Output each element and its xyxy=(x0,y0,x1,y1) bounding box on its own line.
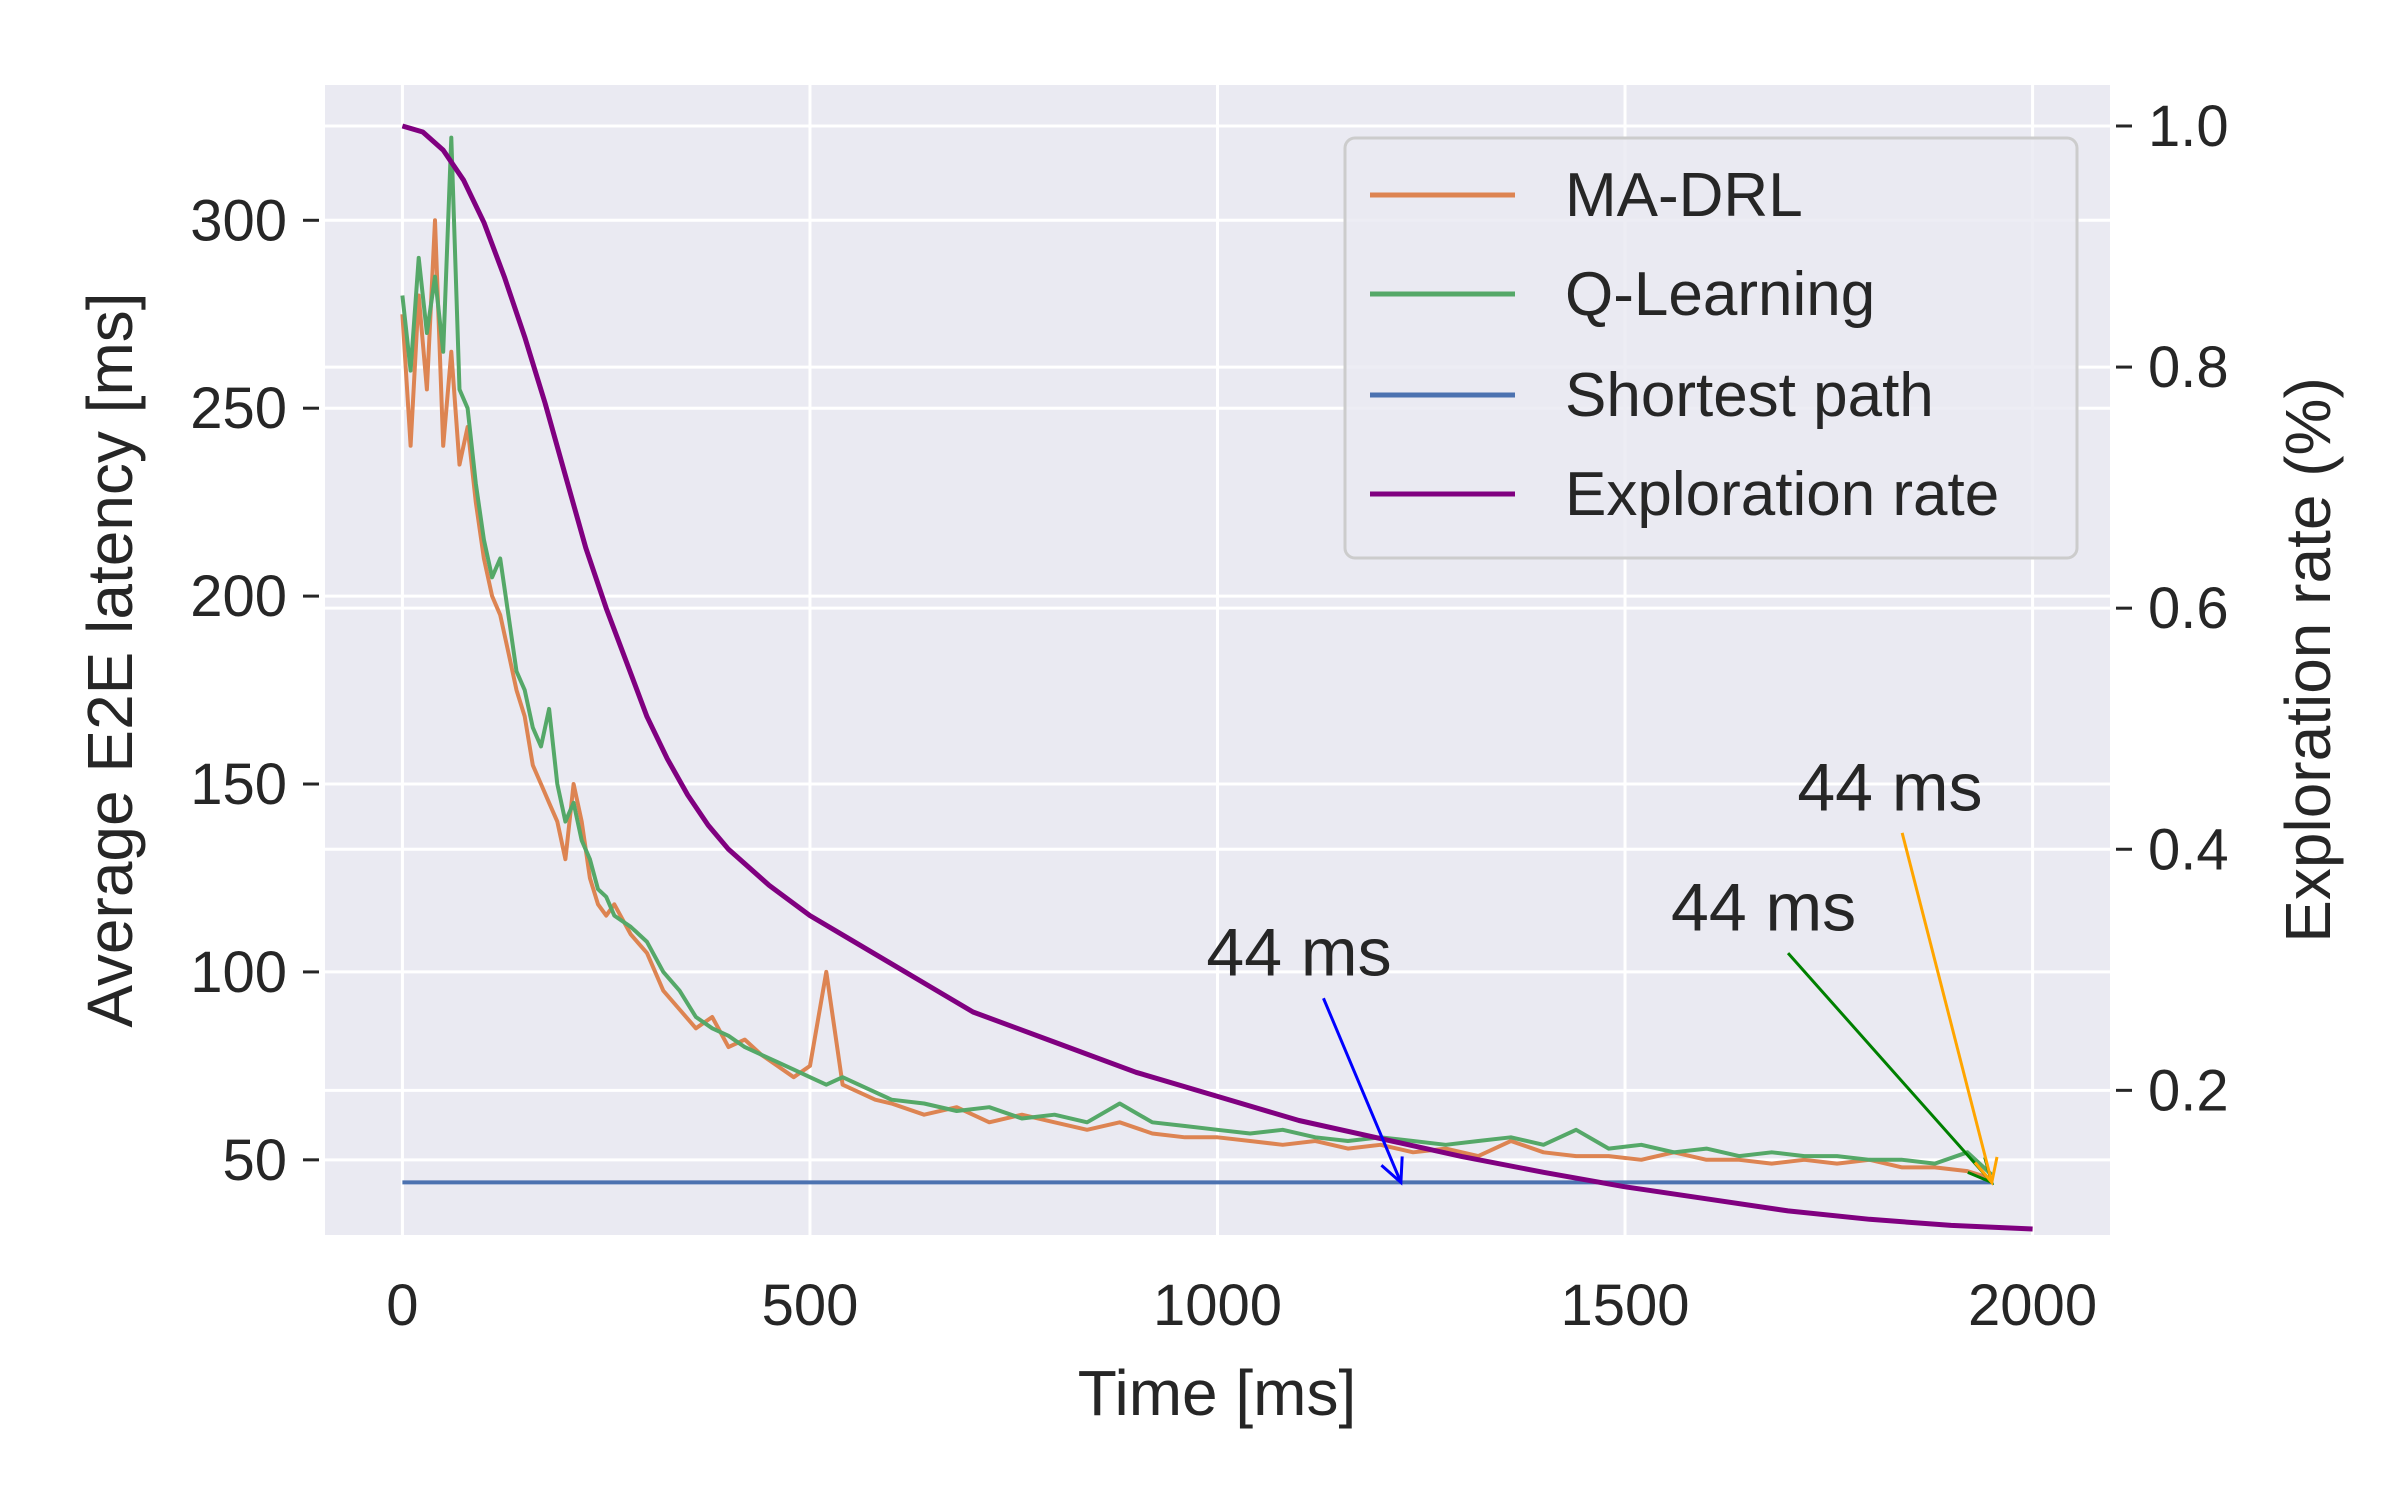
y-tick-label: 50 xyxy=(222,1128,287,1193)
series-group xyxy=(400,123,2033,1232)
y2-tick-label: 0.2 xyxy=(2148,1058,2229,1123)
annotation-arrow xyxy=(1900,832,1994,1183)
legend-box xyxy=(1343,136,2079,560)
annotation-arrowhead xyxy=(1973,1156,1999,1186)
ticks: 0 500 1000 1500 2000 50 100 150 200 250 300 0.2 0.4 0… xyxy=(190,94,2228,1338)
y-tick-label: 200 xyxy=(190,564,287,629)
legend-label-q-learning: Q-Learning xyxy=(1565,260,1875,329)
y-tick-label: 300 xyxy=(190,188,287,253)
annotation-arrowhead xyxy=(1380,1156,1404,1186)
annotation-label: 44 ms xyxy=(1671,870,1856,946)
x-tick-label: 1000 xyxy=(1153,1273,1282,1338)
legend-label-shortest-path: Shortest path xyxy=(1565,361,1934,430)
series-ma-drl xyxy=(400,218,1993,1181)
y-axis-title: Average E2E latency [ms] xyxy=(74,292,146,1027)
series-exploration-rate xyxy=(401,123,2033,1232)
annotation-arrow xyxy=(1322,997,1403,1183)
y2-tick-label: 0.4 xyxy=(2148,817,2229,882)
y2-axis-title: Exploration rate (%) xyxy=(2272,377,2344,943)
series-q-learning xyxy=(400,135,1994,1177)
x-axis-title: Time [ms] xyxy=(1078,1357,1357,1429)
y2-tick-label: 0.6 xyxy=(2148,576,2229,641)
y2-tick-label: 0.8 xyxy=(2148,335,2229,400)
annotation-label: 44 ms xyxy=(1797,749,1982,825)
legend: MA-DRL Q-Learning Shortest path Explorat… xyxy=(1343,136,2079,560)
legend-label-exploration-rate: Exploration rate xyxy=(1565,460,1999,529)
y-tick-label: 100 xyxy=(190,940,287,1005)
legend-label-ma-drl: MA-DRL xyxy=(1565,161,1803,230)
x-tick-label: 2000 xyxy=(1968,1273,2097,1338)
y-tick-label: 250 xyxy=(190,376,287,441)
y2-tick-label: 1.0 xyxy=(2148,94,2229,159)
x-tick-label: 1500 xyxy=(1561,1273,1690,1338)
x-tick-label: 500 xyxy=(762,1273,859,1338)
y-tick-label: 150 xyxy=(190,752,287,817)
annotation-arrow xyxy=(1786,952,1993,1184)
annotations: 44 ms 44 ms 44 ms xyxy=(1206,749,1999,1186)
x-tick-label: 0 xyxy=(386,1273,418,1338)
annotation-label: 44 ms xyxy=(1206,915,1391,991)
